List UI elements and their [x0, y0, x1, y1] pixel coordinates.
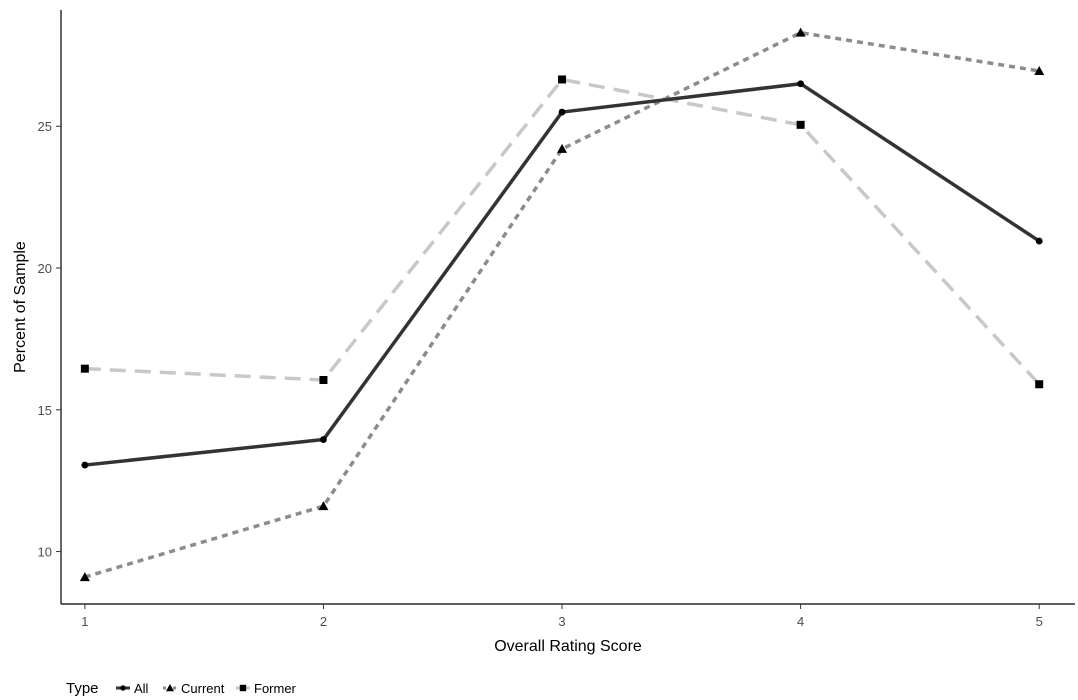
data-point-current [557, 143, 568, 153]
y-axis-title: Percent of Sample [12, 241, 29, 373]
y-tick-label: 10 [38, 545, 52, 560]
data-point-all [1035, 237, 1043, 245]
x-axis-title: Overall Rating Score [494, 638, 642, 655]
y-tick-label: 15 [38, 403, 52, 418]
legend: Type All Current Former [66, 680, 297, 697]
marker-layer [79, 27, 1045, 582]
legend-label-former: Former [254, 681, 297, 696]
data-point-current [79, 572, 90, 582]
data-point-all [558, 108, 566, 116]
data-point-current [1034, 65, 1045, 75]
legend-label-current: Current [181, 681, 225, 696]
data-point-current [318, 501, 329, 511]
legend-key-marker-current [166, 684, 174, 692]
y-tick-label: 20 [38, 261, 52, 276]
y-axis-ticks: 10 15 20 25 [38, 119, 61, 560]
legend-label-all: All [134, 681, 149, 696]
x-axis-ticks: 1 2 3 4 5 [81, 604, 1043, 629]
x-tick-label: 2 [320, 614, 327, 629]
legend-key-marker-former [239, 684, 247, 692]
series-line-all [84, 81, 1041, 467]
legend-key-marker-all [120, 685, 126, 691]
series-line-former [84, 77, 1041, 386]
data-point-all [797, 80, 805, 88]
x-tick-label: 1 [81, 614, 88, 629]
x-tick-label: 5 [1036, 614, 1043, 629]
data-point-all [320, 436, 327, 443]
data-point-former [558, 75, 567, 84]
data-point-current [795, 27, 806, 37]
series-line-current [84, 30, 1040, 579]
legend-items: All Current Former [116, 681, 297, 696]
y-tick-label: 25 [38, 119, 52, 134]
data-point-all [81, 461, 89, 469]
legend-title: Type [66, 680, 99, 697]
data-point-former [1035, 380, 1044, 389]
data-point-former [80, 364, 89, 373]
x-tick-label: 3 [558, 614, 565, 629]
data-point-former [319, 376, 328, 385]
x-tick-label: 4 [797, 614, 804, 629]
data-point-former [796, 120, 805, 129]
